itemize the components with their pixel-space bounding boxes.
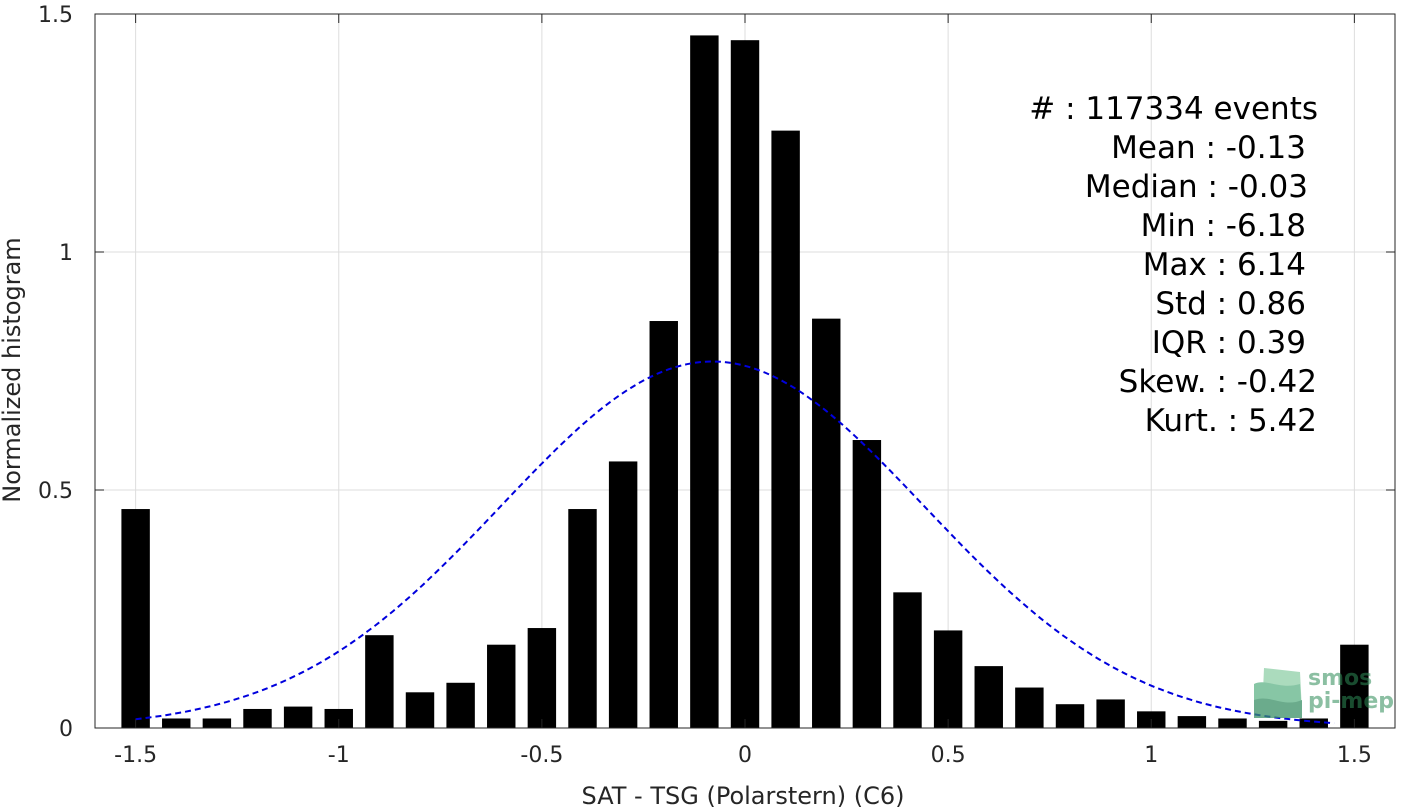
histogram-bar — [121, 509, 150, 728]
normal-fit-curve — [135, 360, 1335, 725]
x-tick-label: 1 — [1144, 743, 1158, 768]
histogram-bar — [690, 35, 719, 729]
histogram-bar — [1055, 704, 1085, 728]
x-tick-label: -1 — [328, 743, 350, 768]
histogram-bar — [568, 509, 597, 728]
histogram-bar — [1218, 718, 1247, 728]
stat-line: # : 117334 events — [1029, 91, 1318, 127]
histogram-bar — [1299, 718, 1328, 728]
x-tick-label: 0 — [738, 743, 752, 768]
y-tick-label: 0 — [59, 717, 73, 742]
stat-line: Kurt. : 5.42 — [1145, 403, 1317, 439]
histogram-bar — [162, 718, 191, 728]
histogram-bar — [933, 630, 963, 728]
y-tick-label: 1 — [59, 241, 73, 266]
histogram-bar — [852, 440, 882, 728]
histogram-bar — [324, 708, 353, 728]
histogram-bar — [730, 40, 760, 729]
smos-pi-mep-logo: smos pi-mep — [1254, 666, 1394, 718]
stat-line: Min : -6.18 — [1141, 208, 1306, 244]
x-axis-label: SAT - TSG (Polarstern) (C6) — [582, 782, 905, 809]
y-tick-label: 1.5 — [38, 3, 73, 28]
histogram-bar — [812, 318, 841, 728]
logo-line-1: smos — [1308, 666, 1372, 691]
histogram-bar — [405, 692, 435, 728]
histogram-bar — [1015, 687, 1044, 728]
histogram-bar — [487, 644, 516, 728]
stat-line: Max : 6.14 — [1143, 247, 1306, 283]
histogram-bar — [893, 592, 922, 728]
histogram-bar — [1177, 716, 1207, 728]
stat-line: IQR : 0.39 — [1152, 325, 1306, 361]
x-tick-label: 0.5 — [931, 743, 966, 768]
y-tick-label: 0.5 — [38, 479, 73, 504]
axis-ticks — [95, 13, 1395, 729]
histogram-bar — [243, 708, 272, 728]
x-tick-label: -0.5 — [520, 743, 563, 768]
bar-series — [121, 35, 1369, 729]
histogram-bar — [283, 706, 313, 728]
histogram-bar — [1258, 720, 1288, 728]
histogram-bar — [446, 682, 475, 728]
stat-line: Median : -0.03 — [1085, 169, 1308, 205]
x-tick-label: 1.5 — [1337, 743, 1372, 768]
histogram-bar — [608, 461, 638, 728]
logo-icon — [1254, 668, 1302, 718]
logo-line-2: pi-mep — [1308, 689, 1394, 714]
histogram-bar — [202, 718, 232, 728]
histogram-bar — [771, 130, 800, 728]
histogram-bar — [974, 666, 1003, 728]
stat-line: Skew. : -0.42 — [1119, 364, 1317, 400]
stat-line: Mean : -0.13 — [1111, 130, 1306, 166]
histogram-bar — [365, 635, 394, 728]
histogram-bar — [1096, 699, 1125, 728]
histogram-bar — [1340, 644, 1369, 728]
tick-labels: -1.5 -1 -0.5 0 0.5 1 1.5 0 0.5 1 1.5 — [38, 3, 1372, 768]
x-tick-label: -1.5 — [114, 743, 157, 768]
histogram-bar — [527, 628, 557, 728]
y-axis-label: Normalized histogram — [0, 237, 26, 502]
histogram-bar — [649, 321, 678, 728]
stat-line: Std : 0.86 — [1155, 286, 1306, 322]
